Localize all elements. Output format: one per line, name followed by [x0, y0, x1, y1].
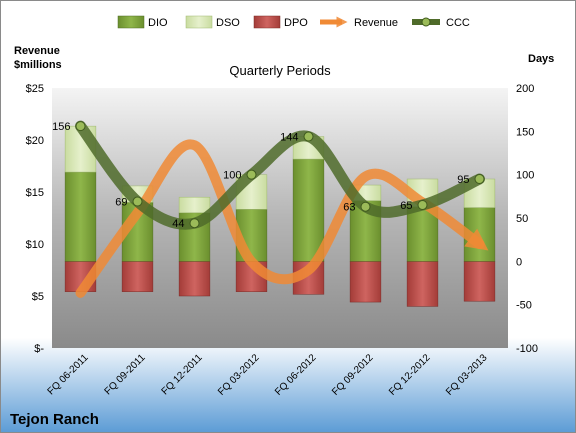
- ccc-point: [246, 169, 257, 180]
- right-tick-label: -100: [516, 343, 538, 355]
- legend-label: CCC: [446, 17, 470, 29]
- dpo-bar: [349, 261, 382, 303]
- left-tick-label: $20: [26, 135, 44, 147]
- left-tick-label: $25: [26, 83, 44, 95]
- ccc-point: [132, 196, 143, 207]
- right-tick-label: 50: [516, 213, 528, 225]
- left-axis-label-line: Revenue: [14, 45, 60, 57]
- ccc-data-label: 100: [223, 170, 241, 182]
- ccc-point: [303, 131, 314, 142]
- right-axis-label: Days: [528, 53, 554, 65]
- legend-swatch: [185, 15, 213, 29]
- lines-layer: [75, 120, 489, 298]
- dpo-bar: [406, 261, 439, 307]
- right-tick-label: 200: [516, 83, 534, 95]
- legend: DIO DSO DPO Revenue CCC: [117, 15, 470, 29]
- dio-bar: [406, 206, 439, 262]
- legend-label: DPO: [284, 17, 308, 29]
- ccc-point: [360, 201, 371, 212]
- ccc-data-label: 63: [343, 202, 355, 214]
- dpo-bar: [178, 261, 211, 297]
- ccc-point: [417, 200, 428, 210]
- bars-layer: [64, 125, 496, 307]
- legend-swatch: [253, 15, 281, 29]
- left-tick-label: $5: [32, 291, 44, 303]
- legend-swatch: [117, 15, 145, 29]
- right-tick-label: 100: [516, 170, 534, 182]
- left-tick-label: $10: [26, 239, 44, 251]
- ccc-data-label: 44: [172, 218, 184, 230]
- dso-bar: [178, 196, 211, 214]
- chart-title: Quarterly Periods: [229, 63, 331, 78]
- legend-label: DIO: [148, 17, 168, 29]
- dio-bar: [64, 171, 97, 262]
- right-tick-label: -50: [516, 300, 532, 312]
- left-tick-label: $15: [26, 187, 44, 199]
- left-axis-label: Revenue $millions: [14, 45, 62, 71]
- right-tick-label: 150: [516, 126, 534, 138]
- legend-marker: [421, 17, 431, 27]
- ccc-data-label: 156: [52, 121, 70, 133]
- left-axis-label-line: $millions: [14, 59, 62, 71]
- data-labels-layer: 156 69 44 100 144 63 65 95: [52, 121, 469, 230]
- legend-label: DSO: [216, 17, 240, 29]
- right-tick-label: 0: [516, 256, 522, 268]
- ccc-point: [189, 218, 200, 229]
- ccc-data-label: 144: [280, 132, 298, 144]
- ccc-point: [75, 121, 86, 132]
- ccc-data-label: 95: [457, 174, 469, 186]
- dpo-bar: [463, 261, 496, 302]
- dpo-bar: [121, 261, 154, 292]
- dio-bar: [292, 158, 325, 262]
- ccc-data-label: 65: [400, 200, 412, 212]
- left-tick-label: $-: [34, 343, 44, 355]
- left-axis: $- $5 $10 $15 $20 $25: [26, 83, 45, 355]
- ccc-data-label: 69: [115, 197, 127, 209]
- ccc-point: [474, 174, 485, 184]
- company-name: Tejon Ranch: [10, 411, 99, 428]
- legend-label: Revenue: [354, 17, 398, 29]
- right-axis: -100 -50 0 50 100 150 200: [516, 83, 538, 355]
